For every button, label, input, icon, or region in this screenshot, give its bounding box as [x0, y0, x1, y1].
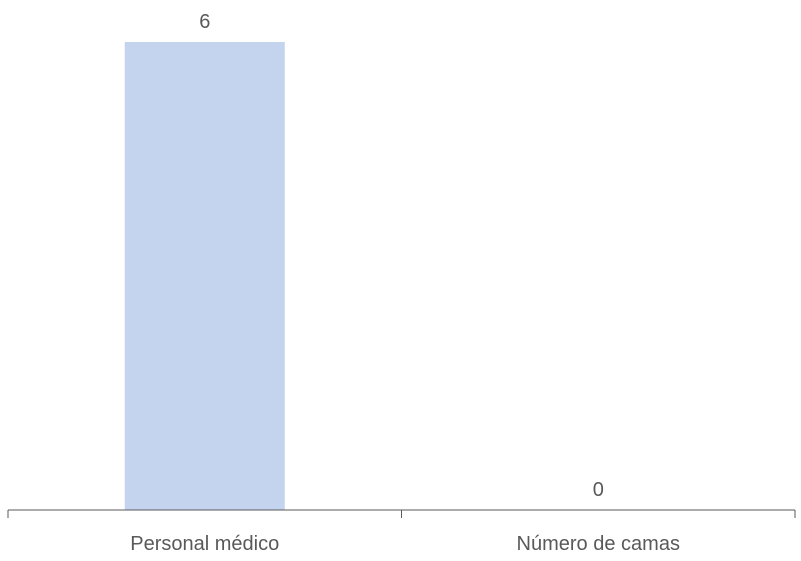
bar-0	[124, 42, 285, 510]
data-label-1: 0	[593, 479, 604, 501]
x-tick-label-1: Número de camas	[517, 533, 680, 555]
data-labels-layer: 60	[199, 11, 604, 501]
bars-layer	[124, 42, 285, 510]
x-tick-label-0: Personal médico	[130, 533, 279, 555]
data-label-0: 6	[199, 11, 210, 33]
x-axis: Personal médico Número de camas	[7, 509, 796, 555]
